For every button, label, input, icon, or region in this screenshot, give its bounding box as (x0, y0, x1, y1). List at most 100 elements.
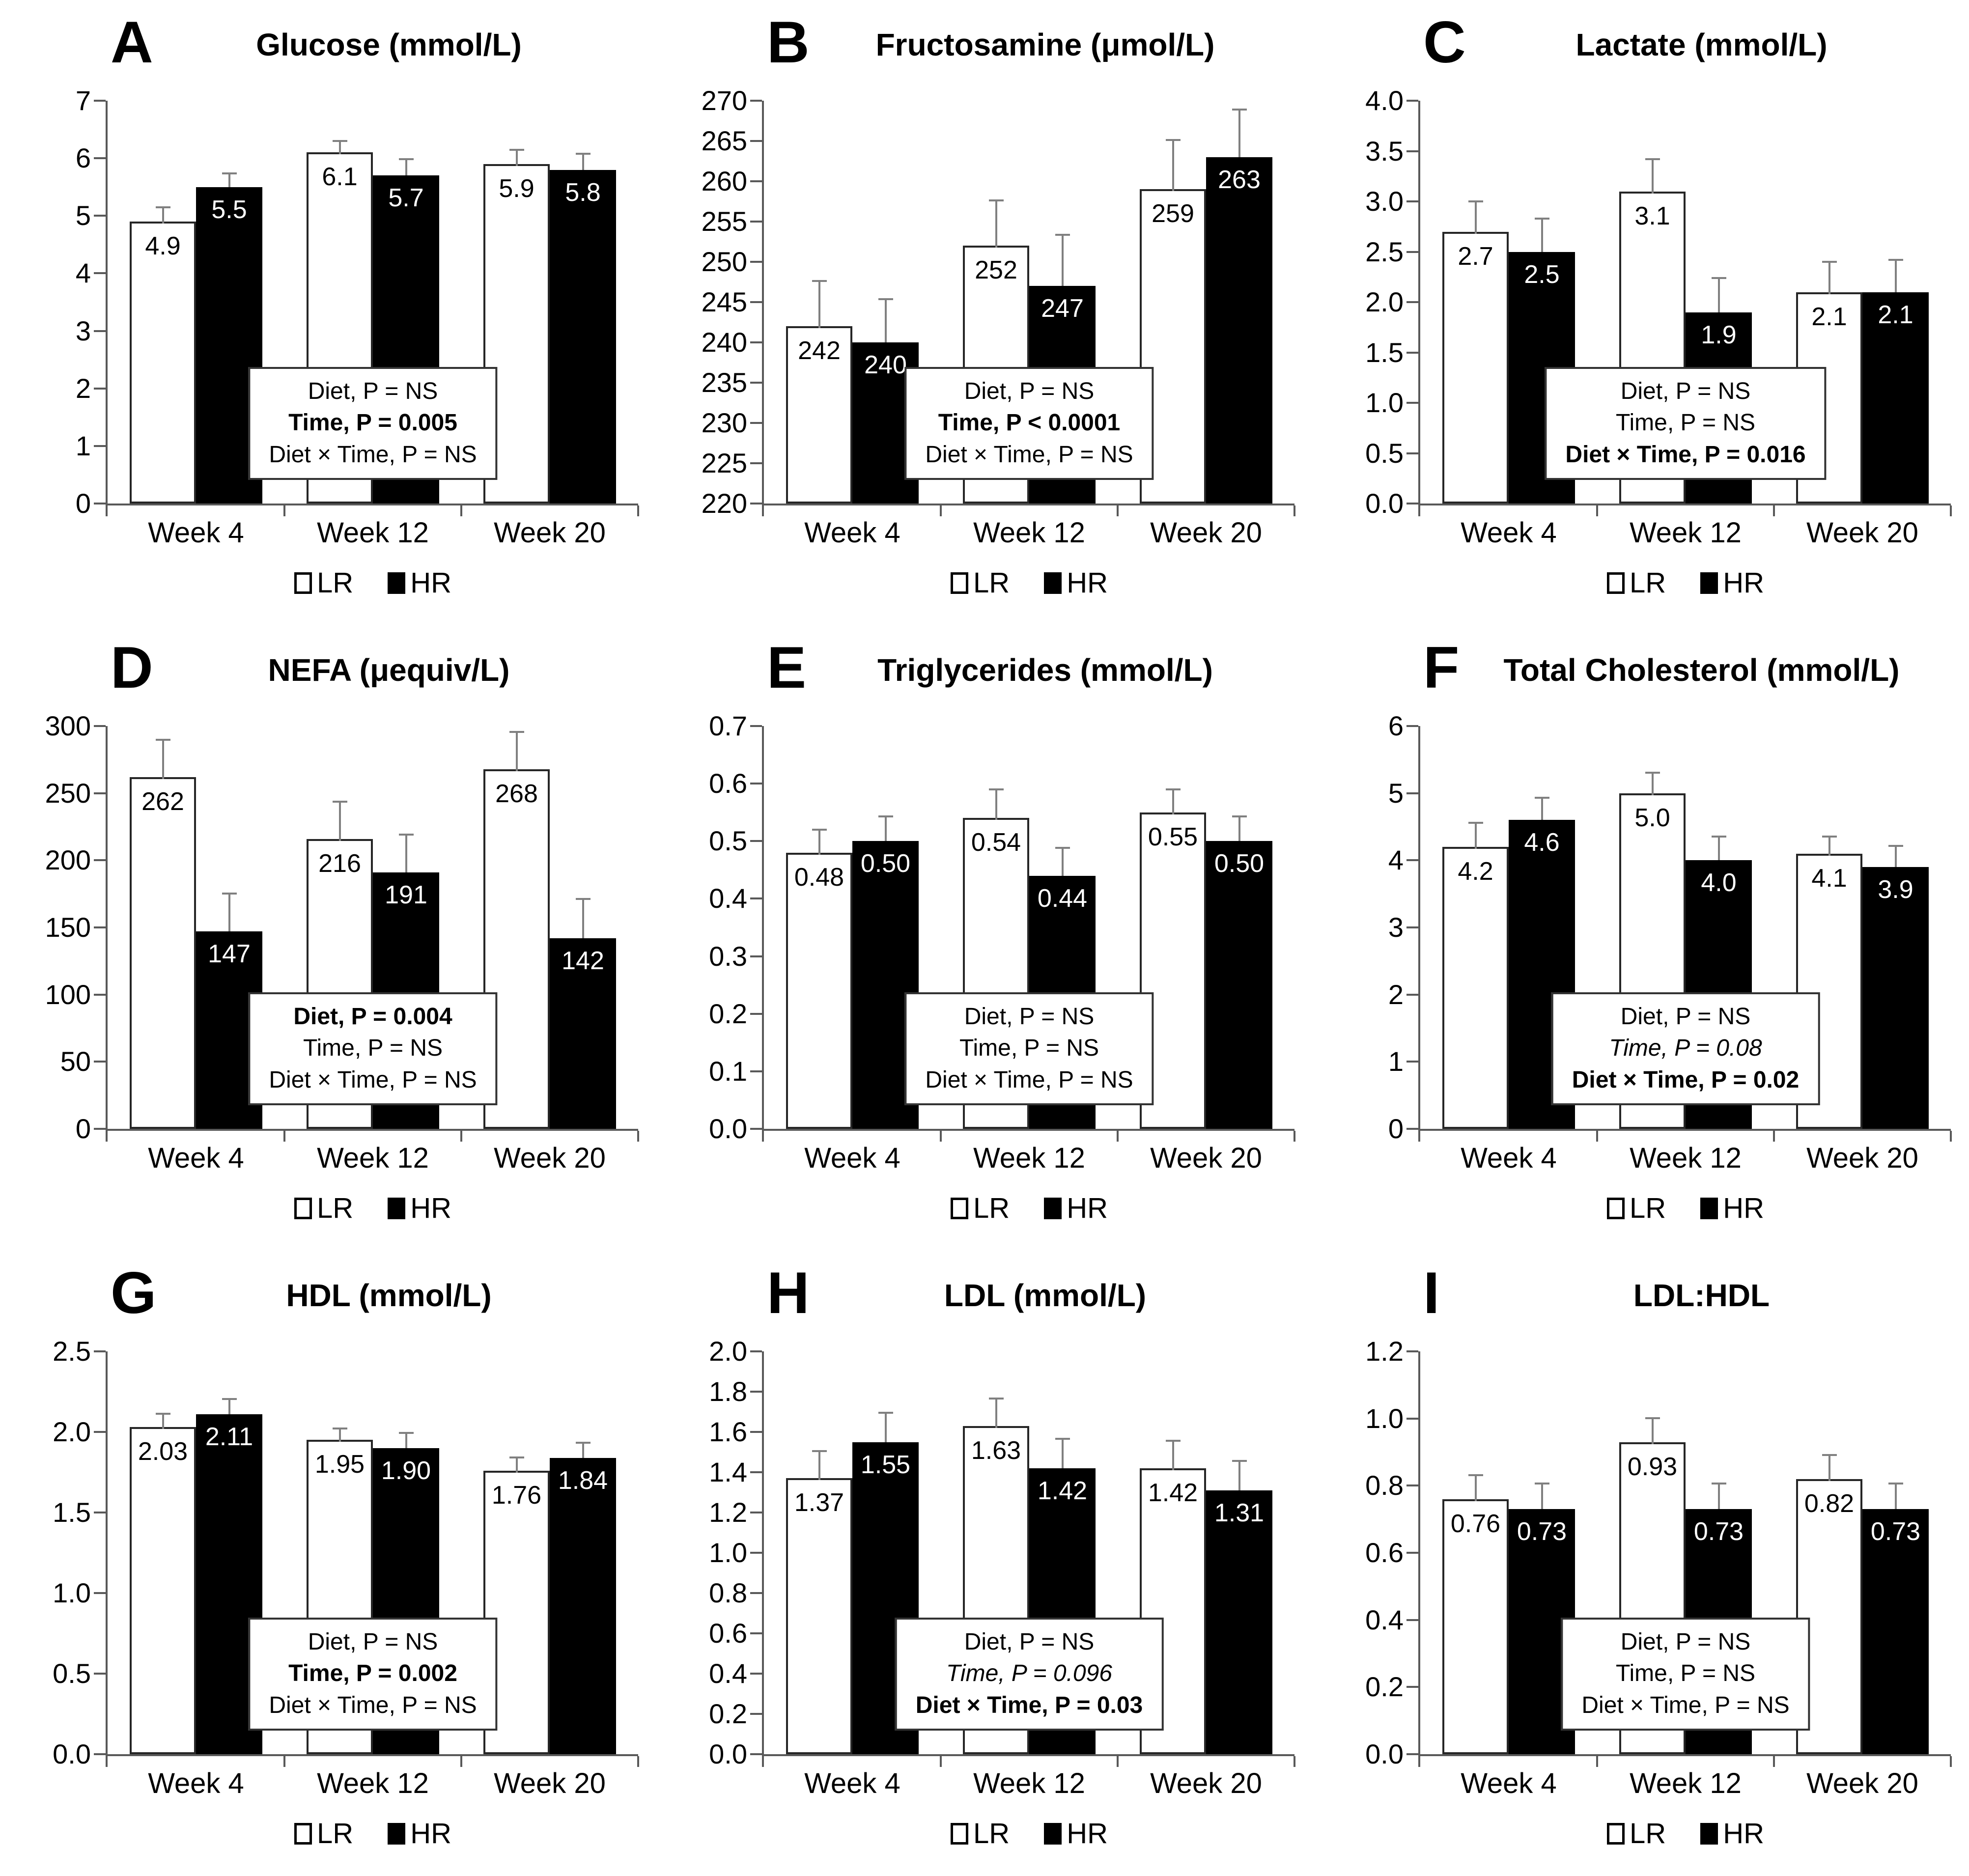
bar-value-label: 0.73 (1693, 1517, 1744, 1546)
legend-swatch-lr (951, 1823, 969, 1845)
panel-D: D NEFA (μequiv/L) 0 50 100 150 200 250 300 262 147… (0, 625, 656, 1251)
y-tick-label: 220 (701, 488, 747, 519)
y-tick-label: 3.5 (1365, 135, 1404, 167)
x-tick (762, 1131, 764, 1142)
error-bar (1645, 771, 1660, 795)
x-tick (1773, 1131, 1775, 1142)
bar-value-label: 2.03 (138, 1437, 188, 1466)
error-bar-cap (155, 738, 170, 741)
stat-line: Diet × Time, P = NS (925, 1067, 1133, 1093)
x-category-label: Week 20 (494, 1142, 606, 1174)
x-tick (762, 505, 764, 516)
y-tick (750, 1673, 762, 1675)
error-bar-cap (1232, 815, 1247, 817)
legend-swatch-lr (294, 1198, 312, 1219)
bar-value-label: 0.73 (1870, 1517, 1921, 1546)
stat-line: Diet, P = NS (964, 1628, 1095, 1655)
legend-item-hr: HR (1044, 1820, 1108, 1848)
bar-value-label: 1.55 (860, 1450, 911, 1479)
y-tick (750, 422, 762, 424)
error-bar (1888, 258, 1903, 292)
legend-item-hr: HR (1700, 1820, 1764, 1848)
y-tick (94, 993, 106, 996)
error-bar (878, 1412, 893, 1442)
bar-value-label: 5.0 (1634, 803, 1670, 832)
y-tick (1406, 1417, 1418, 1420)
y-tick (1406, 402, 1418, 404)
bar-groups: 4.2 4.6 5.0 4.0 4.1 3.9 (1420, 726, 1951, 1129)
y-tick (94, 272, 106, 275)
error-bar (1055, 233, 1070, 286)
stat-line: Diet × Time, P = 0.016 (1565, 442, 1806, 468)
y-axis-tick-labels: 0 1 2 3 4 5 6 (1313, 712, 1404, 1143)
legend-label-hr: HR (1067, 1192, 1108, 1224)
panel-title: LDL (mmol/L) (944, 1278, 1147, 1313)
panel-letter: G (111, 1260, 157, 1326)
legend-swatch-lr (294, 572, 312, 594)
legend-item-lr: LR (294, 1194, 353, 1223)
panel-F: F Total Cholesterol (mmol/L) 0 1 2 3 4 5 6 4.2 4.6… (1313, 625, 1969, 1251)
y-tick (94, 215, 106, 217)
y-tick (94, 100, 106, 102)
error-bar-cap (988, 199, 1004, 201)
bar-group: 2.03 2.11 (130, 1398, 262, 1754)
y-tick (750, 840, 762, 842)
x-tick (1418, 1756, 1420, 1767)
y-tick-label: 225 (701, 448, 747, 478)
x-tick (762, 1756, 764, 1767)
bar-value-label: 5.5 (211, 195, 247, 224)
legend-item-lr: LR (1607, 1820, 1666, 1848)
legend-label-lr: LR (317, 1192, 354, 1224)
bar-value-label: 142 (562, 946, 604, 975)
legend-label-hr: HR (1723, 1192, 1764, 1224)
bar-value-label: 0.54 (971, 828, 1021, 857)
y-tick-label: 265 (701, 125, 747, 156)
error-bar-cap (575, 152, 591, 155)
y-tick (750, 1471, 762, 1473)
error-bar (222, 1398, 237, 1414)
y-tick (750, 725, 762, 727)
legend: LR HR (108, 1820, 638, 1848)
panel-letter: D (111, 635, 153, 700)
error-bar-cap (1534, 796, 1549, 799)
x-category-label: Week 4 (1461, 1767, 1557, 1799)
error-bar (332, 140, 347, 155)
bar-hr: 5.8 (550, 152, 616, 504)
panel-title: Total Cholesterol (mmol/L) (1503, 652, 1900, 688)
panel-C: C Lactate (mmol/L) 0.0 0.5 1.0 1.5 2.0 2.5 3.0 3.… (1313, 0, 1969, 625)
bar-value-label: 262 (141, 787, 184, 816)
plot-area: 242 240 252 247 259 263 Diet, P = NS Time, P < … (750, 100, 1295, 516)
bar-value-label: 2.1 (1878, 300, 1913, 329)
bar-group: 4.9 5.5 (130, 172, 262, 504)
y-tick (750, 140, 762, 142)
y-tick-label: 100 (45, 979, 91, 1010)
x-category-label: Week 20 (1806, 1142, 1918, 1174)
y-tick-label: 0.6 (709, 768, 747, 799)
error-bar-cap (1822, 835, 1837, 838)
bar-group: 4.2 4.6 (1442, 796, 1575, 1129)
legend-item-lr: LR (951, 569, 1010, 597)
legend-swatch-lr (1607, 1823, 1625, 1845)
stat-line: Diet × Time, P = NS (269, 1692, 477, 1719)
y-tick-label: 200 (45, 844, 91, 876)
y-axis-tick-labels: 0.0 0.5 1.0 1.5 2.0 2.5 (0, 1338, 91, 1768)
bar-hr: 1.84 (550, 1441, 616, 1754)
bar-lr: 259 (1140, 139, 1206, 504)
x-axis-labels: Week 4 Week 12 Week 20 (764, 1769, 1294, 1798)
y-tick-label: 1.2 (1365, 1336, 1404, 1367)
y-tick-label: 4 (1388, 844, 1404, 876)
stat-line: Diet × Time, P = NS (1581, 1692, 1790, 1719)
panel-letter: E (767, 635, 807, 700)
x-category-label: Week 12 (973, 517, 1085, 549)
y-tick-label: 1.0 (1365, 1402, 1404, 1434)
bar-value-label: 216 (318, 849, 361, 878)
x-tick (460, 505, 462, 516)
legend-item-lr: LR (294, 1820, 353, 1848)
legend-item-hr: HR (388, 1194, 451, 1223)
bar-group: 242 240 (786, 280, 919, 504)
y-tick (94, 330, 106, 332)
stats-box: Diet, P = NS Time, P = 0.005 Diet × Time, … (248, 366, 498, 480)
y-tick (750, 897, 762, 900)
x-axis-labels: Week 4 Week 12 Week 20 (108, 519, 638, 547)
error-bar (398, 1432, 414, 1448)
